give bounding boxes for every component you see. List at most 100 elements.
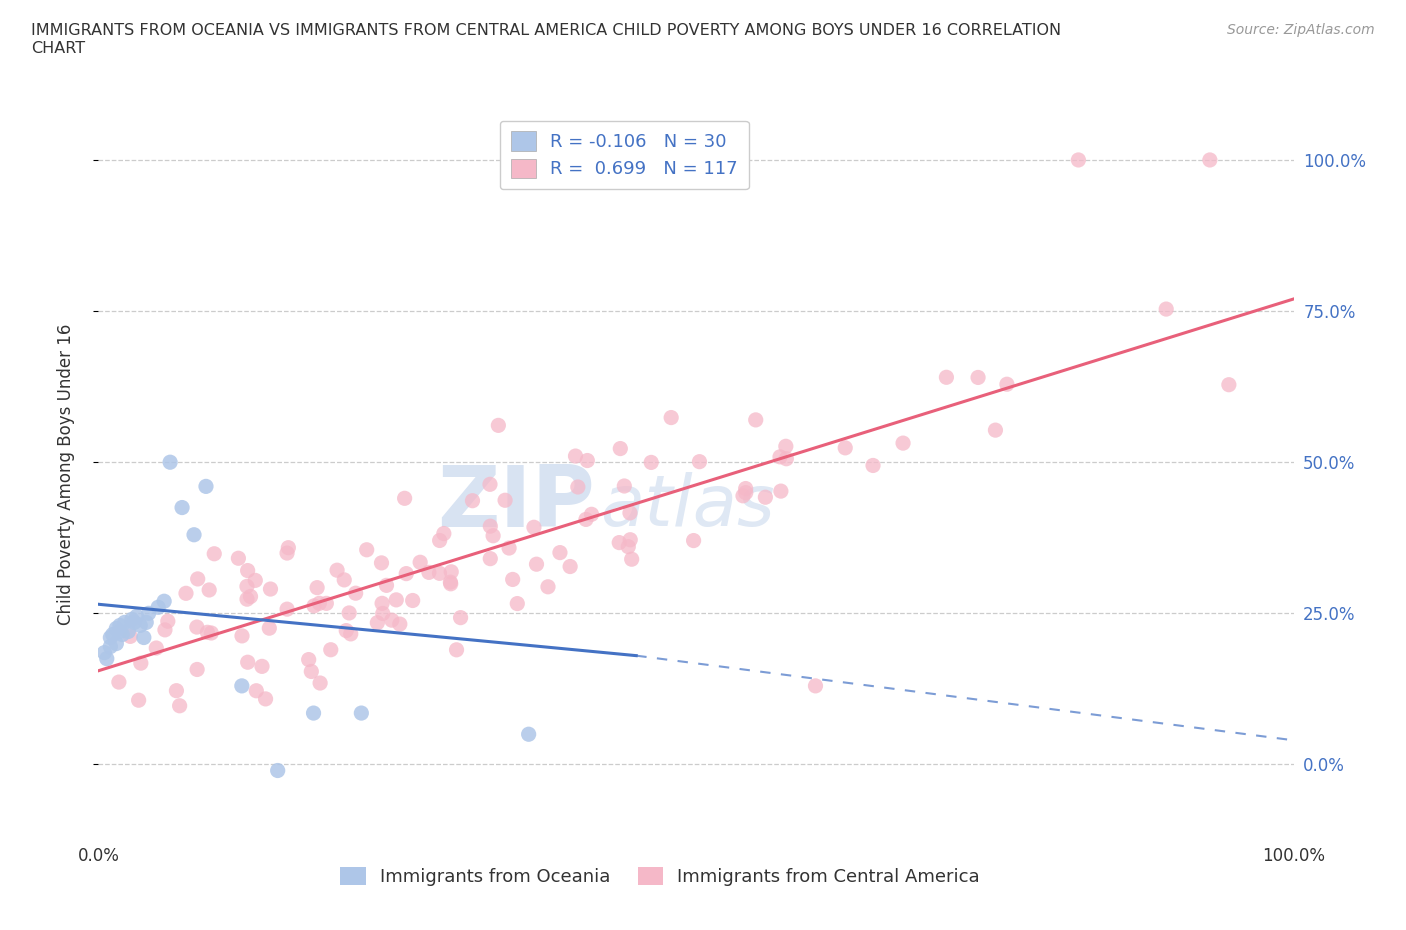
Point [617, 539, 640, 554]
Point [138, 606, 160, 621]
Point [995, 377, 1018, 392]
Point [659, 410, 682, 425]
Point [366, 616, 388, 631]
Point [402, 593, 425, 608]
Point [98, 639, 122, 654]
Point [105, 636, 128, 651]
Point [375, 578, 398, 592]
Point [187, 572, 209, 587]
Point [350, 706, 373, 721]
Point [124, 615, 146, 630]
Point [385, 592, 408, 607]
Point [197, 625, 219, 640]
Point [640, 455, 662, 470]
Point [121, 612, 143, 627]
Point [309, 675, 332, 690]
Point [159, 455, 181, 470]
Text: ZIP: ZIP [437, 462, 595, 545]
Point [333, 573, 356, 588]
Point [299, 664, 322, 679]
Point [506, 596, 529, 611]
Point [731, 488, 754, 503]
Point [734, 481, 756, 496]
Point [429, 533, 451, 548]
Point [120, 629, 142, 644]
Point [153, 594, 176, 609]
Point [1199, 153, 1222, 167]
Point [186, 619, 208, 634]
Point [967, 370, 990, 385]
Point [198, 582, 221, 597]
Point [276, 546, 298, 561]
Point [395, 566, 418, 581]
Point [339, 627, 361, 642]
Point [370, 555, 392, 570]
Point [409, 555, 432, 570]
Point [558, 559, 581, 574]
Point [276, 602, 298, 617]
Point [479, 519, 502, 534]
Text: Source: ZipAtlas.com: Source: ZipAtlas.com [1227, 23, 1375, 37]
Point [371, 606, 394, 621]
Point [548, 545, 571, 560]
Point [132, 631, 155, 645]
Point [984, 423, 1007, 438]
Point [308, 596, 330, 611]
Point [101, 627, 124, 642]
Point [135, 615, 157, 630]
Point [1218, 378, 1240, 392]
Point [335, 623, 357, 638]
Point [804, 679, 827, 694]
Point [259, 620, 281, 635]
Point [754, 490, 776, 505]
Point [356, 542, 378, 557]
Point [523, 520, 546, 535]
Point [236, 655, 259, 670]
Point [450, 610, 472, 625]
Point [105, 621, 128, 636]
Point [200, 626, 222, 641]
Point [619, 532, 641, 547]
Point [461, 493, 484, 508]
Point [239, 589, 262, 604]
Point [245, 684, 267, 698]
Point [440, 565, 463, 579]
Point [418, 565, 440, 579]
Point [129, 618, 152, 633]
Point [537, 579, 560, 594]
Point [381, 613, 404, 628]
Point [775, 439, 797, 454]
Point [1154, 301, 1177, 316]
Point [478, 477, 501, 492]
Point [486, 418, 509, 432]
Point [567, 480, 589, 495]
Point [165, 684, 187, 698]
Point [429, 565, 451, 580]
Point [581, 507, 603, 522]
Point [388, 617, 411, 631]
Point [108, 674, 131, 689]
Point [315, 596, 337, 611]
Point [834, 441, 856, 456]
Point [935, 370, 957, 385]
Point [125, 609, 148, 624]
Point [446, 643, 468, 658]
Point [433, 526, 456, 541]
Point [245, 573, 267, 588]
Point [613, 479, 636, 494]
Point [769, 484, 792, 498]
Point [440, 577, 463, 591]
Y-axis label: Child Poverty Among Boys Under 16: Child Poverty Among Boys Under 16 [56, 324, 75, 625]
Point [236, 579, 259, 594]
Point [277, 540, 299, 555]
Point [734, 485, 756, 500]
Point [96, 651, 118, 666]
Point [682, 533, 704, 548]
Text: atlas: atlas [600, 472, 775, 541]
Point [482, 528, 505, 543]
Point [172, 500, 194, 515]
Point [228, 551, 250, 565]
Point [862, 458, 884, 472]
Point [745, 413, 768, 428]
Point [498, 540, 520, 555]
